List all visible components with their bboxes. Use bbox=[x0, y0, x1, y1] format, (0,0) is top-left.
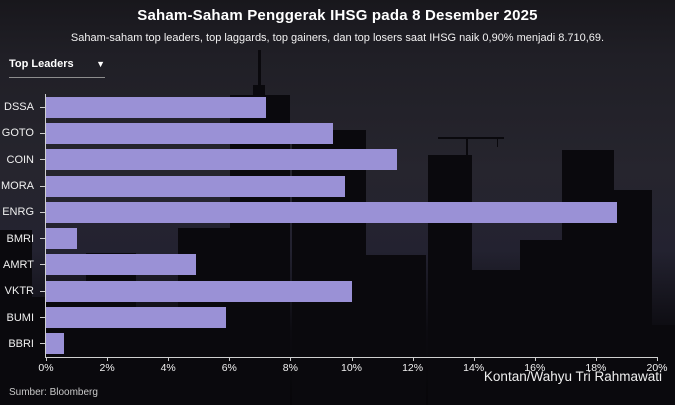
building-silhouette bbox=[614, 190, 652, 405]
x-axis-tick bbox=[46, 357, 47, 361]
y-axis-tick bbox=[40, 185, 45, 187]
category-label: COIN bbox=[6, 153, 35, 166]
y-axis-tick bbox=[40, 132, 45, 134]
bar-enrg bbox=[46, 201, 618, 223]
y-axis-tick bbox=[40, 290, 45, 292]
building-silhouette bbox=[562, 150, 614, 405]
bar-vktr bbox=[46, 280, 352, 302]
category-label: DSSA bbox=[4, 101, 34, 114]
dropdown-selected-value: Top Leaders bbox=[9, 58, 74, 70]
category-label: MORA bbox=[1, 180, 34, 193]
x-axis-tick bbox=[657, 357, 658, 361]
x-axis-tick-label: 4% bbox=[160, 362, 176, 374]
y-axis-labels: DSSA GOTO COIN MORA ENRG BMRI AMRT VKTR BUMI BBRI bbox=[0, 94, 46, 357]
building-silhouette bbox=[86, 253, 136, 405]
credit-label: Kontan/Wahyu Tri Rahmawati bbox=[483, 369, 662, 384]
x-axis-tick bbox=[229, 357, 231, 361]
category-label: BMRI bbox=[6, 232, 35, 245]
bar-dssa bbox=[46, 96, 266, 118]
x-axis-tick bbox=[351, 357, 353, 361]
building-silhouette bbox=[652, 325, 675, 405]
chevron-down-icon: ▼ bbox=[96, 58, 105, 69]
x-axis-tick bbox=[107, 357, 109, 361]
category-dropdown[interactable]: Top Leaders ▼ bbox=[9, 58, 105, 78]
x-axis-tick bbox=[168, 357, 170, 361]
x-axis-tick bbox=[534, 357, 536, 361]
building-silhouette bbox=[520, 240, 562, 405]
page-subtitle: Saham-saham top leaders, top laggards, t… bbox=[70, 32, 605, 44]
x-axis-tick bbox=[595, 357, 597, 361]
crane-silhouette bbox=[438, 137, 504, 139]
bar-amrt bbox=[46, 254, 196, 276]
tower-spire-silhouette bbox=[258, 50, 261, 95]
bar-bbri bbox=[46, 333, 65, 355]
building-silhouette bbox=[366, 255, 426, 405]
plot-area bbox=[45, 94, 657, 358]
bar-goto bbox=[46, 122, 334, 144]
category-label: VKTR bbox=[4, 285, 34, 298]
category-label: ENRG bbox=[2, 206, 34, 219]
building-silhouette bbox=[0, 230, 32, 405]
y-axis-tick bbox=[40, 264, 45, 266]
x-axis-tick-label: 10% bbox=[340, 362, 363, 374]
category-label: AMRT bbox=[3, 258, 34, 271]
y-axis-tick bbox=[40, 211, 45, 213]
category-label: BUMI bbox=[6, 311, 35, 324]
crane-silhouette bbox=[497, 138, 498, 147]
y-axis-line bbox=[45, 94, 46, 357]
x-axis-tick-label: 16% bbox=[524, 362, 546, 374]
building-silhouette bbox=[472, 270, 520, 405]
y-axis-tick bbox=[40, 106, 45, 108]
x-axis-tick-label: 0% bbox=[38, 362, 54, 374]
x-axis-tick-label: 2% bbox=[99, 362, 115, 374]
bar-mora bbox=[46, 175, 346, 197]
y-axis-tick bbox=[40, 317, 45, 319]
bar-bmri bbox=[46, 228, 77, 250]
x-axis-line bbox=[45, 357, 657, 358]
y-axis-tick bbox=[40, 159, 45, 161]
building-silhouette bbox=[428, 155, 472, 405]
category-label: BBRI bbox=[8, 337, 34, 350]
source-label: Sumber: Bloomberg bbox=[9, 387, 98, 398]
x-axis-tick-label: 18% bbox=[585, 362, 607, 374]
y-axis-tick bbox=[40, 343, 45, 345]
crane-silhouette bbox=[466, 137, 468, 155]
x-axis-tick-label: 12% bbox=[402, 362, 424, 374]
x-axis-tick-label: 14% bbox=[463, 362, 485, 374]
x-axis-tick bbox=[290, 357, 292, 361]
x-axis-tick bbox=[412, 357, 414, 361]
bar-bumi bbox=[46, 307, 227, 329]
x-axis-tick-label: 20% bbox=[646, 362, 668, 374]
y-axis-tick bbox=[40, 238, 45, 240]
category-label: GOTO bbox=[1, 127, 34, 140]
page-title: Saham-Saham Penggerak IHSG pada 8 Desemb… bbox=[137, 7, 538, 24]
x-axis-ticks: 0% 2% 4% 6% 8% 10% 12% 14% 16% 18% 20% bbox=[38, 357, 668, 379]
x-axis-tick-label: 6% bbox=[221, 362, 237, 374]
bar-coin bbox=[46, 149, 398, 171]
x-axis-tick-label: 8% bbox=[282, 362, 298, 374]
building-silhouette bbox=[230, 95, 290, 405]
x-axis-tick bbox=[473, 357, 475, 361]
